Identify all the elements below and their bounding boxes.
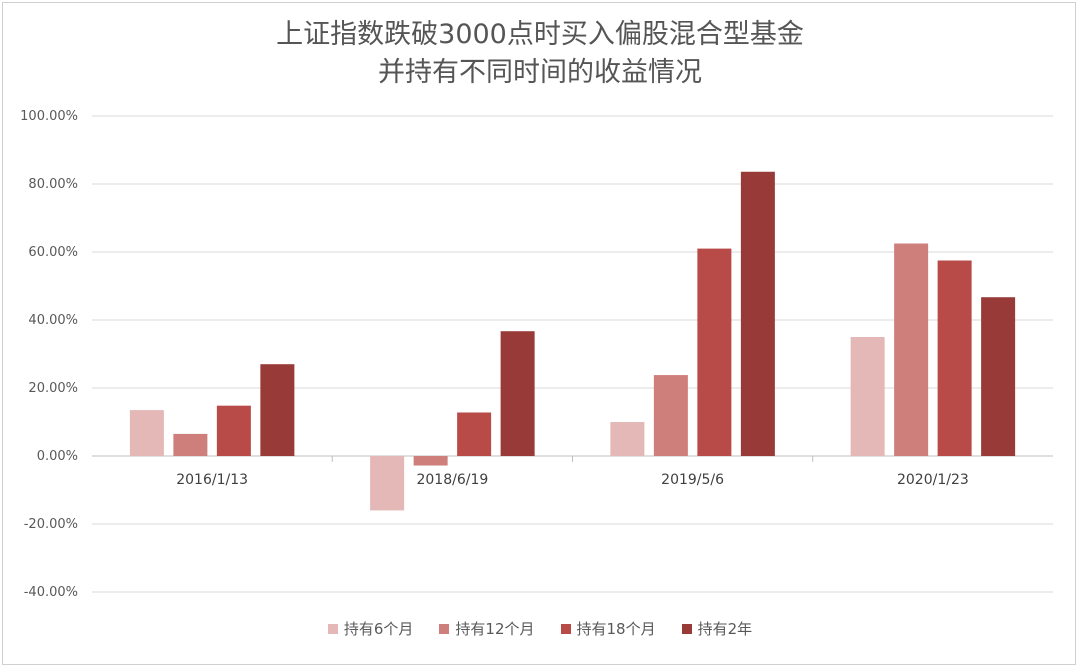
bar — [173, 433, 208, 456]
chart-title-line-1: 上证指数跌破3000点时买入偏股混合型基金 — [276, 19, 804, 50]
y-tick-label: 20.00% — [28, 381, 78, 396]
legend-swatch — [439, 623, 450, 634]
chart-legend: 持有6个月 持有12个月 持有18个月 持有2年 — [0, 618, 1080, 639]
y-tick-label: 0.00% — [37, 449, 78, 464]
y-tick-label: 60.00% — [28, 245, 78, 260]
legend-item: 持有2年 — [681, 618, 753, 639]
bar — [413, 456, 448, 466]
y-tick-label: 80.00% — [28, 177, 78, 192]
y-tick-label: -20.00% — [24, 517, 78, 532]
x-category-label: 2016/1/13 — [176, 472, 248, 488]
legend-label: 持有6个月 — [343, 620, 414, 638]
bar — [216, 405, 251, 456]
bar — [894, 243, 929, 456]
bar — [981, 297, 1016, 456]
legend-item: 持有18个月 — [560, 618, 656, 639]
legend-label: 持有2年 — [697, 620, 753, 638]
legend-item: 持有12个月 — [439, 618, 535, 639]
y-tick-label: 40.00% — [28, 313, 78, 328]
x-category-label: 2020/1/23 — [897, 472, 969, 488]
legend-swatch — [681, 623, 692, 634]
bar — [850, 337, 885, 456]
legend-label: 持有12个月 — [455, 620, 535, 638]
chart-title-line-2: 并持有不同时间的收益情况 — [378, 57, 702, 88]
bar — [457, 412, 492, 456]
chart-title: 上证指数跌破3000点时买入偏股混合型基金 并持有不同时间的收益情况 — [0, 16, 1080, 92]
legend-item: 持有6个月 — [327, 618, 414, 639]
y-tick-label: -40.00% — [24, 585, 78, 600]
bar — [653, 375, 688, 456]
bar — [370, 456, 405, 511]
bar — [129, 410, 164, 456]
bar — [697, 248, 732, 456]
legend-label: 持有18个月 — [576, 620, 656, 638]
bar — [937, 260, 972, 456]
bar — [260, 364, 295, 456]
legend-swatch — [560, 623, 571, 634]
bar — [500, 331, 535, 456]
bar — [740, 171, 775, 456]
bar — [610, 422, 645, 456]
x-category-label: 2019/5/6 — [661, 472, 724, 488]
x-category-label: 2018/6/19 — [416, 472, 488, 488]
legend-swatch — [327, 623, 338, 634]
y-tick-label: 100.00% — [20, 109, 78, 124]
